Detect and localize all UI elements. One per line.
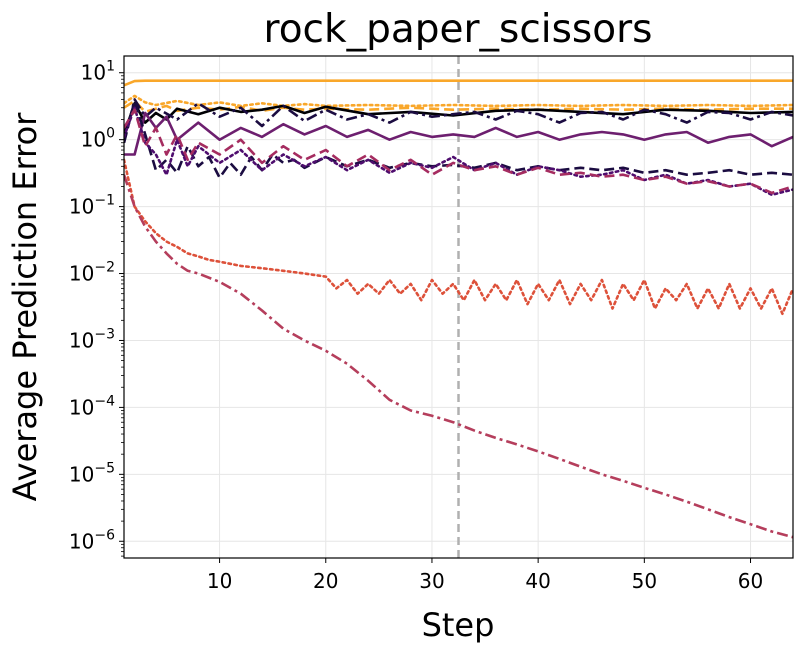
- series-line-7: [124, 99, 793, 179]
- y-tick-label: 10−4: [69, 393, 115, 419]
- y-tick-label: 10−2: [69, 260, 115, 286]
- y-tick-label: 100: [81, 126, 115, 152]
- y-tick-label: 10−6: [69, 527, 115, 553]
- y-axis-label: Average Prediction Error: [6, 112, 44, 502]
- x-tick-label: 50: [632, 569, 657, 593]
- x-tick-label: 60: [738, 569, 763, 593]
- y-tick-label: 10−5: [69, 460, 115, 486]
- chart-title: rock_paper_scissors: [264, 7, 653, 52]
- y-tick-label: 10−3: [69, 326, 115, 352]
- series-line-8: [124, 106, 793, 197]
- y-tick-label: 101: [81, 59, 115, 85]
- series-line-1: [124, 79, 793, 87]
- series-line-5: [124, 98, 793, 144]
- x-axis-label: Step: [422, 606, 495, 644]
- x-tick-label: 30: [419, 569, 444, 593]
- plot-frame: [123, 55, 794, 559]
- series-line-10: [124, 158, 793, 316]
- series-line-9: [124, 108, 793, 195]
- x-tick-label: 40: [525, 569, 550, 593]
- x-tick-label: 20: [313, 569, 338, 593]
- series-group: [124, 79, 793, 539]
- y-tick-label: 10−1: [69, 193, 115, 219]
- series-line-3: [124, 94, 793, 108]
- series-line-11: [124, 174, 793, 539]
- x-tick-label: 10: [207, 569, 232, 593]
- series-line-6: [124, 111, 793, 156]
